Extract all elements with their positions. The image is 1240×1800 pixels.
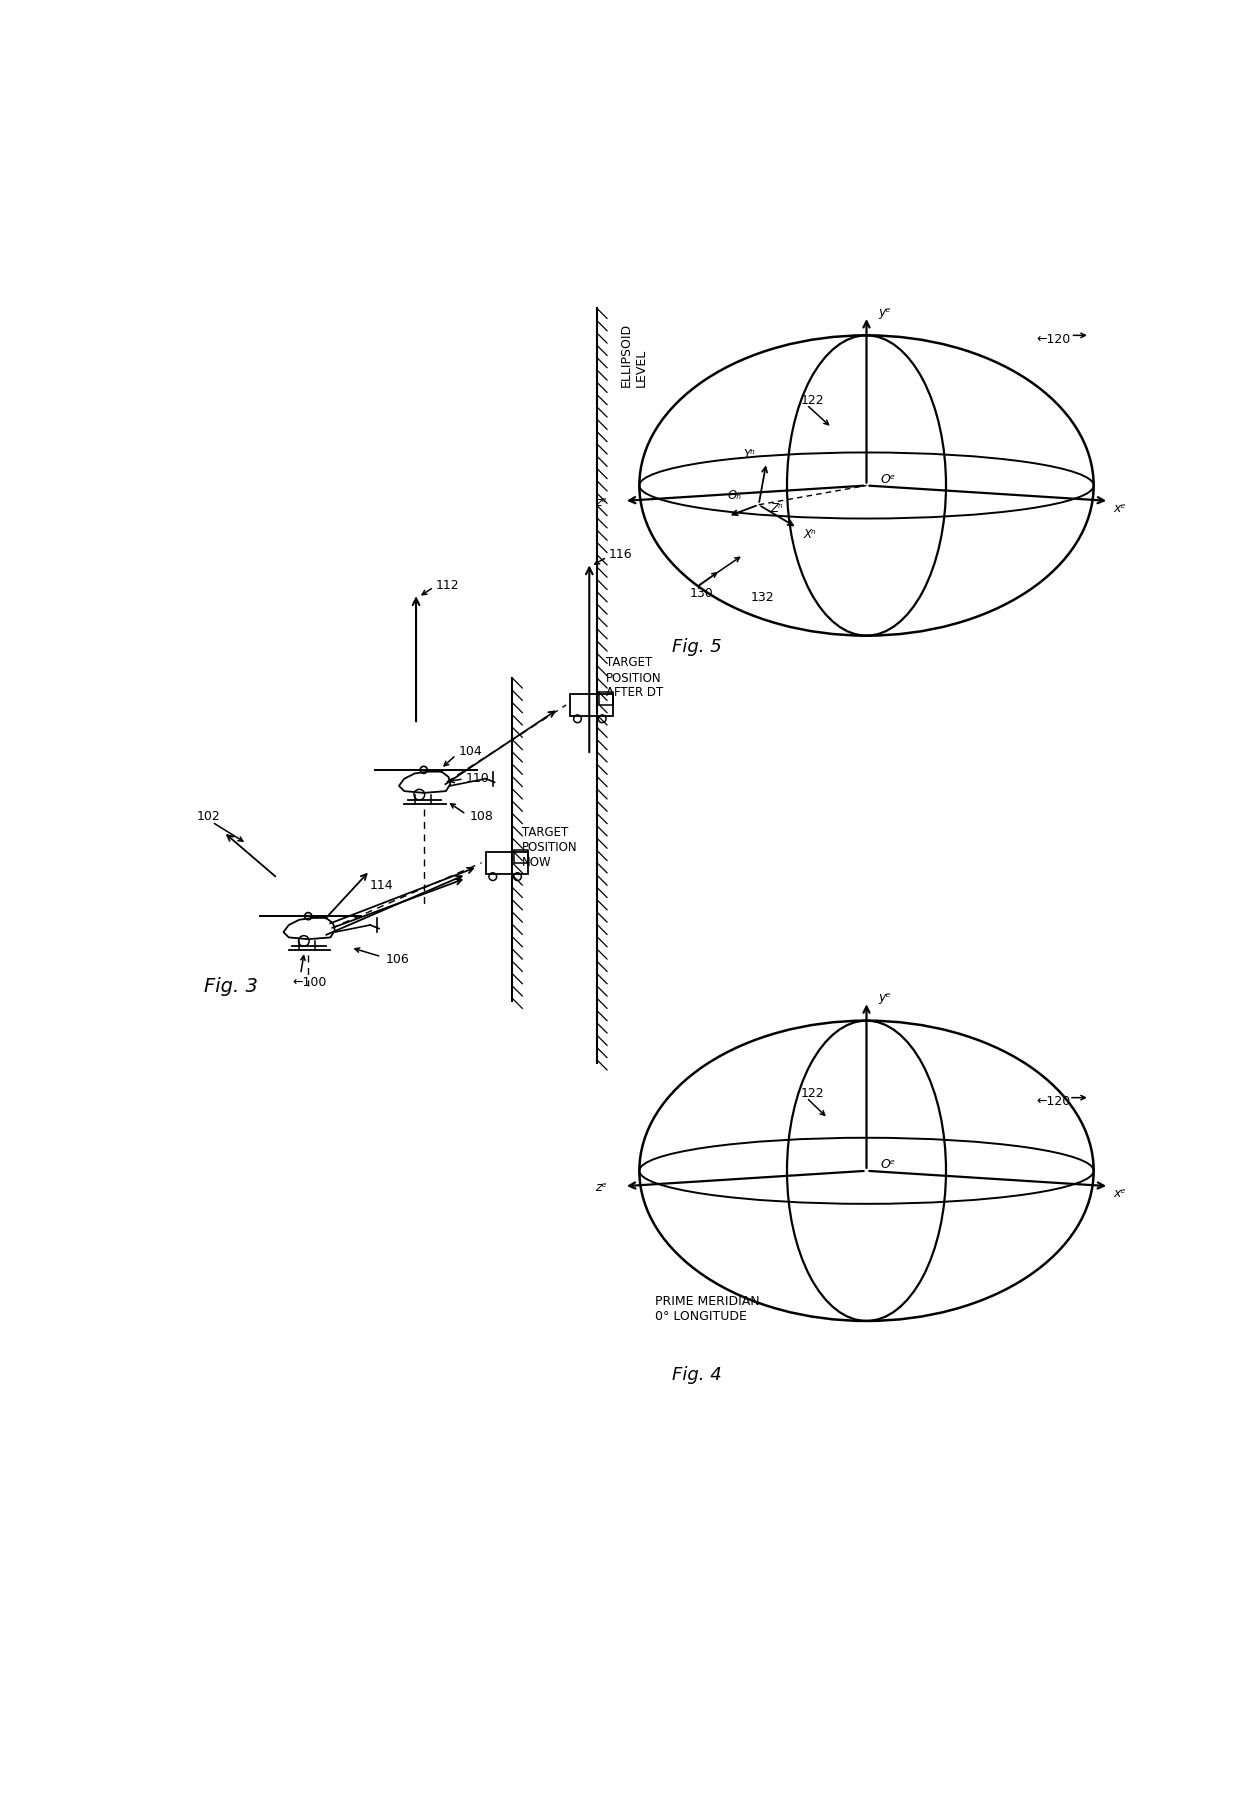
Text: Oᵉ: Oᵉ [880,473,895,486]
Text: ←120: ←120 [1037,333,1070,346]
Text: 116: 116 [609,549,632,562]
Text: ELLIPSOID
LEVEL: ELLIPSOID LEVEL [620,322,649,387]
Text: Fig. 5: Fig. 5 [672,639,722,657]
Text: zᵉ: zᵉ [595,497,608,509]
Text: 122: 122 [801,394,825,407]
Bar [513,850,528,862]
Text: 112: 112 [435,580,459,592]
Text: Zⁿ: Zⁿ [770,502,782,515]
Text: Fig. 4: Fig. 4 [672,1366,722,1384]
Text: zᵉ: zᵉ [595,1181,608,1193]
Text: 104: 104 [459,745,482,758]
Text: 110: 110 [466,772,490,785]
Text: xᵉ: xᵉ [1114,502,1126,515]
Text: xᵉ: xᵉ [1114,1188,1126,1201]
Text: 132: 132 [751,590,775,603]
Text: Oₙ: Oₙ [728,490,742,502]
Text: ←100: ←100 [293,976,327,988]
Text: TARGET
POSITION
NOW: TARGET POSITION NOW [522,826,577,869]
Text: 114: 114 [370,880,393,893]
Bar [486,851,528,873]
Text: Fig. 3: Fig. 3 [205,976,258,995]
Text: 106: 106 [386,952,409,965]
Bar [599,691,613,706]
Text: Yⁿ: Yⁿ [743,448,755,461]
Text: 130: 130 [689,587,713,599]
Text: Xⁿ: Xⁿ [804,527,816,540]
Text: 102: 102 [196,810,219,823]
Bar [570,695,613,716]
Text: TARGET
POSITION
AFTER DT: TARGET POSITION AFTER DT [606,657,663,700]
Text: ←120: ←120 [1037,1094,1070,1109]
Text: 122: 122 [801,1087,825,1100]
Text: yᵉ: yᵉ [878,306,890,319]
Text: Oᵉ: Oᵉ [880,1157,895,1172]
Text: yᵉ: yᵉ [878,992,890,1004]
Text: 108: 108 [470,810,494,823]
Text: PRIME MERIDIAN
0° LONGITUDE: PRIME MERIDIAN 0° LONGITUDE [655,1296,759,1323]
